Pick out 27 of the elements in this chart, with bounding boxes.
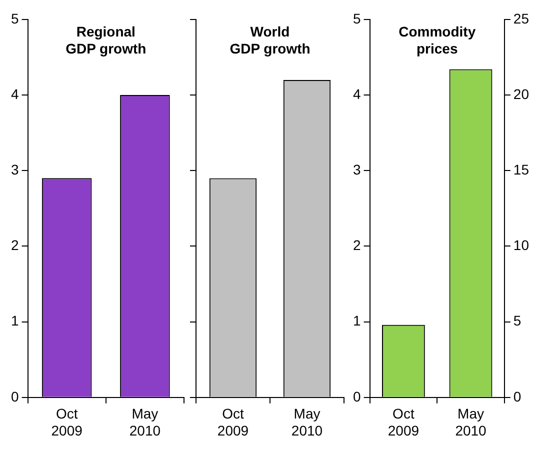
y2-tick-label: 20: [513, 86, 530, 102]
y2-tick-label: 15: [513, 161, 530, 178]
y2-tick-label: 10: [513, 237, 530, 254]
x-tick-label: Oct 2009: [217, 406, 249, 438]
x-tick-label: May 2010: [455, 406, 487, 438]
y-tick-label: 1: [352, 312, 361, 329]
y-tick-label: 4: [352, 86, 361, 102]
y-tick-label: 2: [10, 237, 19, 254]
y-tick-label: 3: [10, 161, 19, 178]
x-tick-label: Oct 2009: [51, 406, 83, 438]
text: World GDP growth: [230, 23, 310, 56]
y-tick-label: 3: [352, 161, 361, 178]
y-tick-label: 1: [10, 312, 19, 329]
x-tick-label: May 2010: [129, 406, 161, 438]
text: Regional GDP growth: [66, 23, 146, 56]
y-tick-label: 0: [10, 388, 19, 404]
x-tick-label: May 2010: [291, 406, 323, 438]
y-tick-label: 5: [10, 10, 19, 26]
y2-tick-label: 5: [513, 312, 522, 329]
y-tick-label: 0: [352, 388, 361, 404]
y2-tick-label: 0: [513, 388, 522, 404]
y-tick-label: 4: [10, 86, 19, 102]
x-tick-label: Oct 2009: [388, 406, 420, 438]
y-tick-label: 5: [352, 10, 361, 26]
y2-tick-label: 25: [513, 10, 530, 26]
text: Commodity prices: [398, 23, 476, 56]
y-tick-label: 2: [352, 237, 361, 254]
